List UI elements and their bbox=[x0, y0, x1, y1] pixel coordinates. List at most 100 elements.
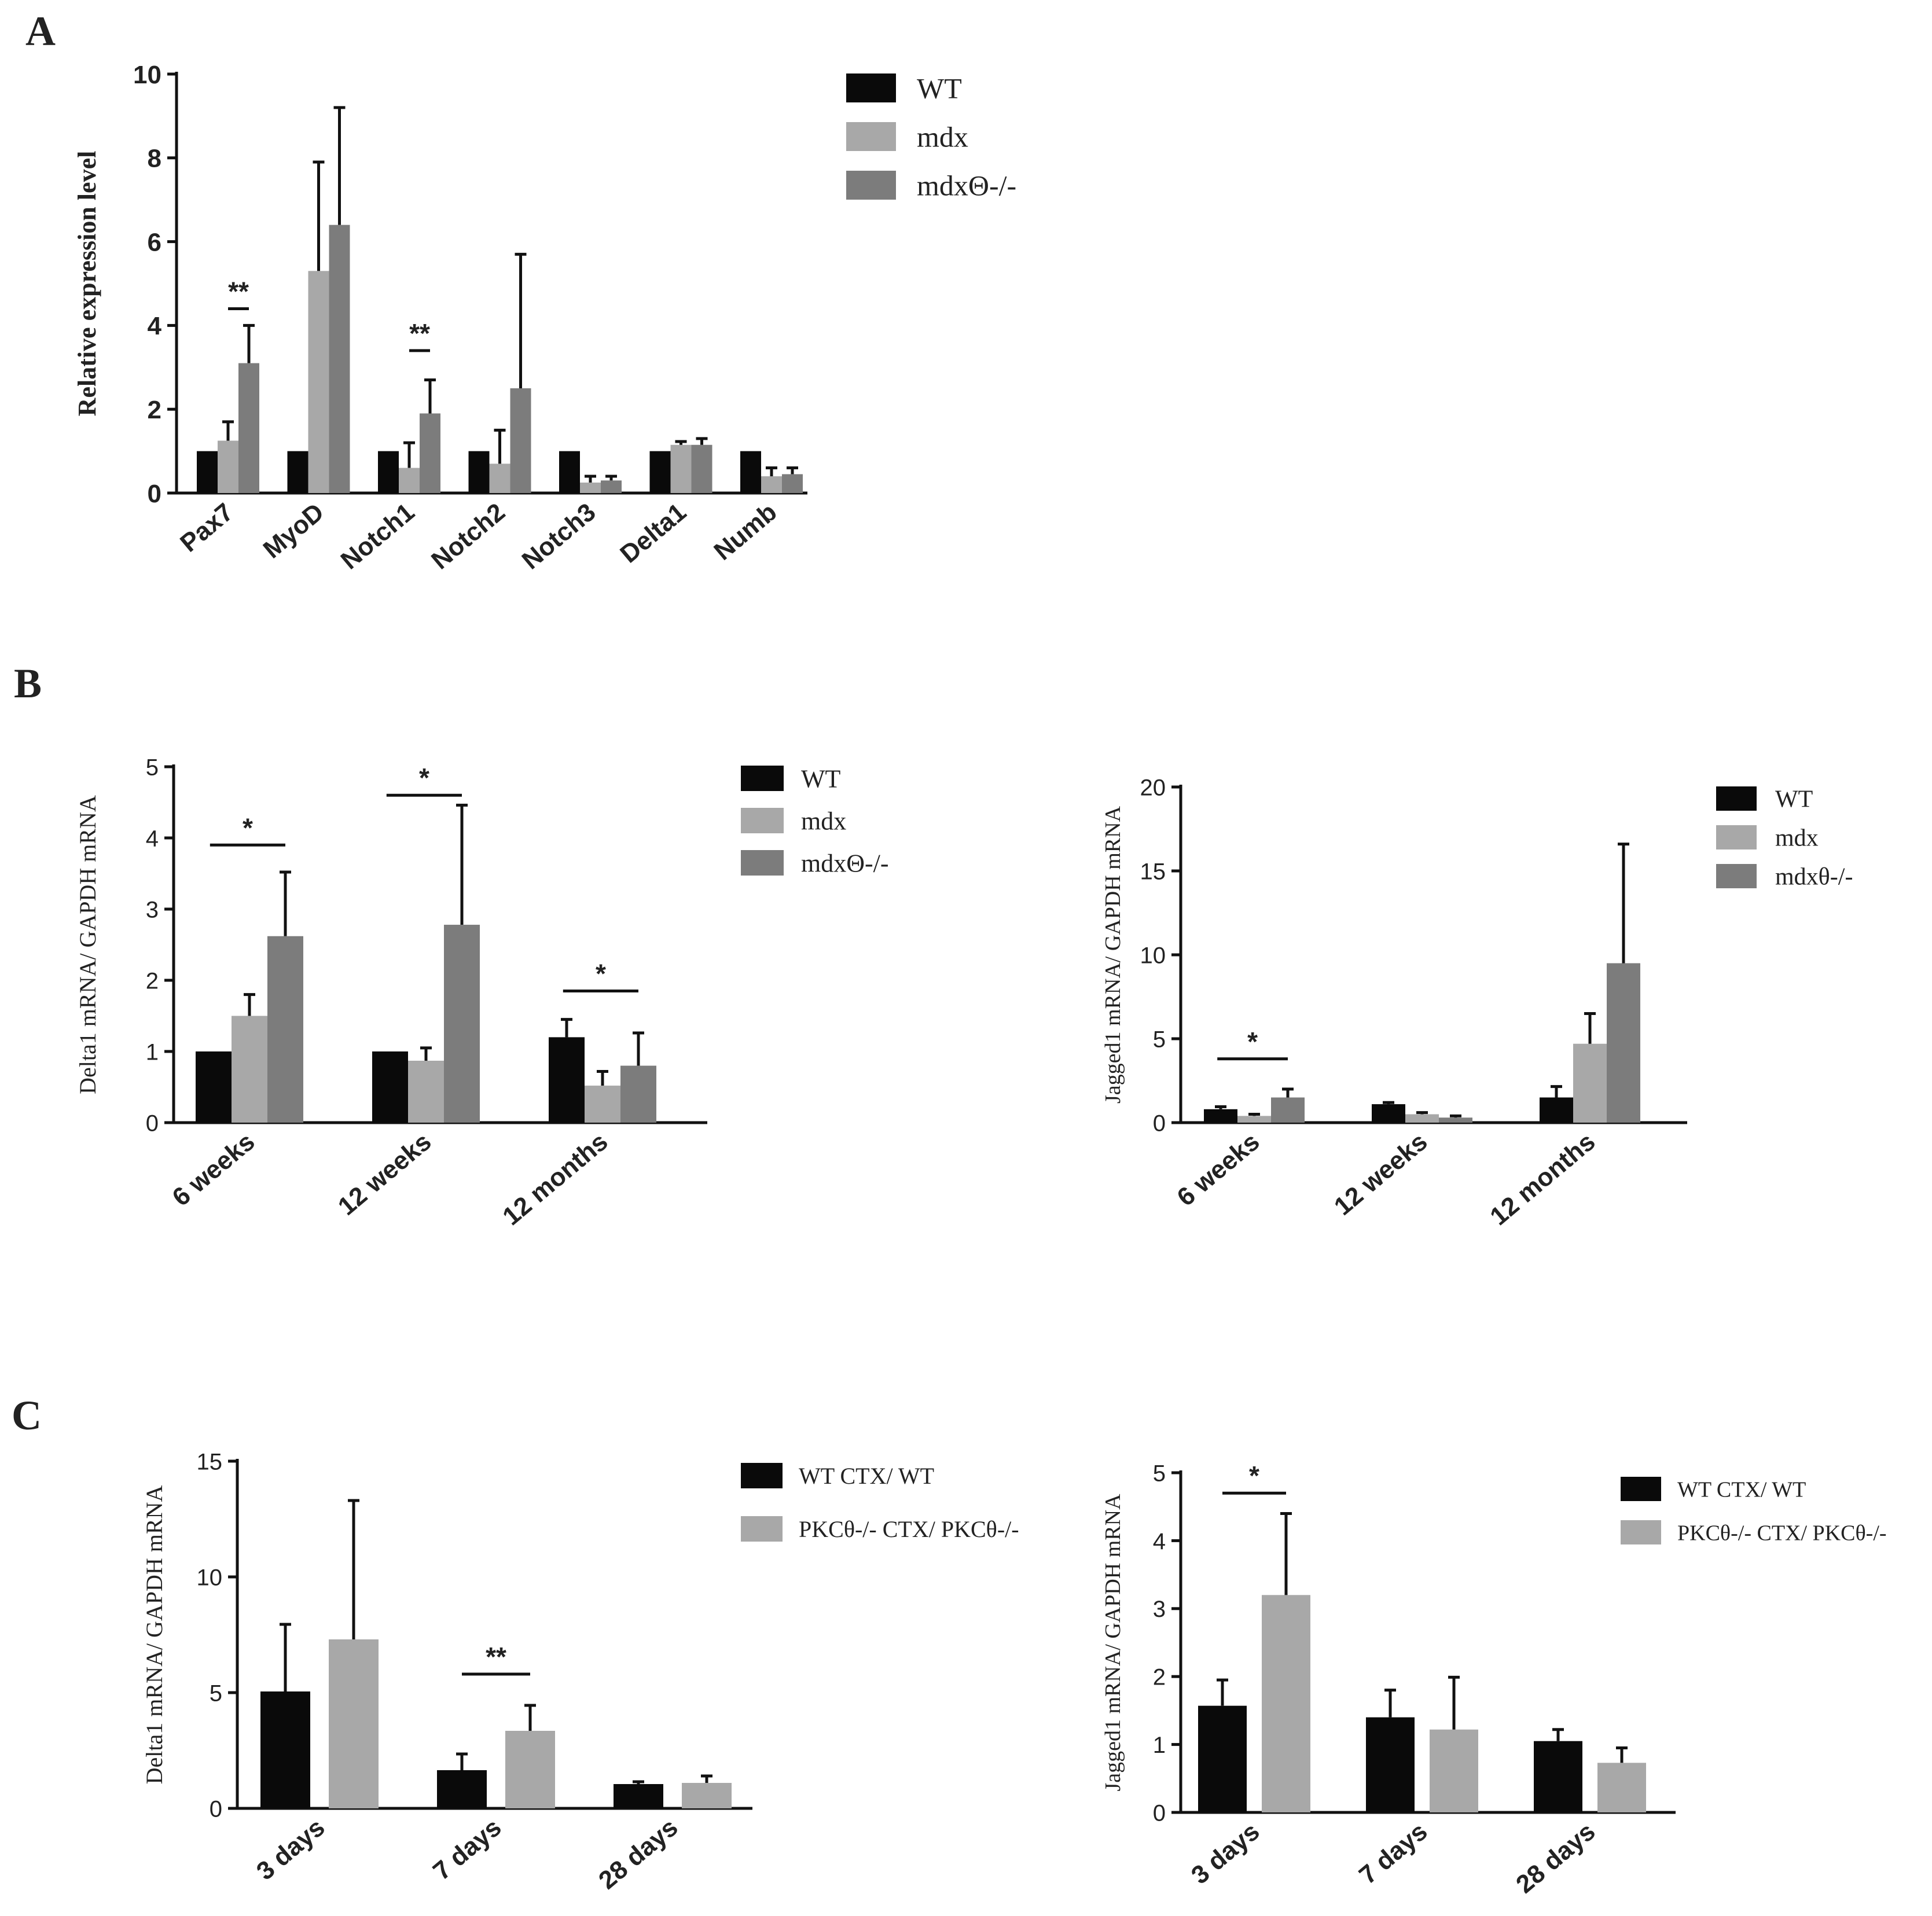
legend-swatch bbox=[1716, 786, 1757, 811]
x-tick-label: 7 days bbox=[1354, 1817, 1433, 1890]
legend-label: PKCθ-/- CTX/ PKCθ-/- bbox=[799, 1516, 1019, 1542]
bar bbox=[1198, 1705, 1247, 1812]
legend-label: mdx bbox=[801, 807, 846, 835]
bar bbox=[287, 451, 308, 493]
x-tick-label: 12 months bbox=[497, 1127, 613, 1231]
bar bbox=[1607, 963, 1640, 1123]
bar bbox=[1204, 1109, 1237, 1123]
bar bbox=[1237, 1116, 1271, 1123]
legend-label: PKCθ-/- CTX/ PKCθ-/- bbox=[1677, 1521, 1887, 1545]
y-tick-label: 4 bbox=[148, 312, 162, 340]
bar bbox=[232, 1016, 267, 1123]
y-tick-label: 15 bbox=[197, 1449, 223, 1474]
bar bbox=[1534, 1741, 1582, 1812]
y-axis-label: Jagged1 mRNA/ GAPDH mRNA bbox=[1101, 1494, 1125, 1792]
legend-swatch bbox=[1621, 1477, 1661, 1501]
chart-a: 0 2 4 6 8 10 Relative expression level Pax7 MyoD… bbox=[73, 61, 1016, 575]
bar bbox=[408, 1060, 444, 1123]
y-tick-label: 1 bbox=[1153, 1733, 1166, 1758]
bar bbox=[329, 225, 350, 493]
legend-label: WT bbox=[801, 764, 841, 793]
bar bbox=[308, 271, 329, 493]
bar bbox=[399, 468, 420, 493]
legend-swatch bbox=[1621, 1520, 1661, 1544]
y-tick-label: 0 bbox=[148, 480, 161, 508]
bar bbox=[691, 444, 712, 493]
x-tick-label: Notch1 bbox=[336, 498, 420, 575]
significance-label: ** bbox=[486, 1642, 506, 1672]
x-tick-label: 6 weeks bbox=[167, 1127, 260, 1212]
legend-label: mdx bbox=[917, 121, 968, 153]
bar bbox=[372, 1051, 408, 1123]
chart-b-right: 0 5 10 15 20 Jagged1 mRNA/ GAPDH mRNA 6 weeks 1… bbox=[1101, 775, 1853, 1231]
bar bbox=[559, 451, 580, 493]
panel-label-a: A bbox=[25, 8, 56, 54]
y-tick-label: 8 bbox=[148, 145, 161, 173]
y-axis-label: Relative expression level bbox=[73, 151, 101, 417]
legend-swatch bbox=[741, 1463, 783, 1488]
x-tick-label: 12 weeks bbox=[1329, 1127, 1433, 1221]
bar bbox=[782, 474, 803, 493]
bar bbox=[1597, 1763, 1646, 1812]
legend-swatch bbox=[741, 766, 784, 791]
legend-swatch bbox=[1716, 825, 1757, 849]
bar bbox=[1366, 1717, 1415, 1812]
significance-label: * bbox=[1247, 1027, 1258, 1057]
legend-label: WT bbox=[1775, 786, 1813, 813]
y-tick-label: 5 bbox=[146, 755, 159, 780]
bar bbox=[420, 413, 440, 493]
bar bbox=[1540, 1097, 1573, 1123]
significance-label: * bbox=[419, 763, 429, 793]
legend-label: mdxθ-/- bbox=[1775, 864, 1853, 891]
x-tick-label: Delta1 bbox=[615, 498, 692, 568]
legend-swatch bbox=[741, 808, 784, 833]
x-tick-label: Pax7 bbox=[175, 498, 238, 558]
legend-swatch bbox=[846, 122, 896, 151]
legend-label: mdxΘ-/- bbox=[801, 849, 889, 877]
bar bbox=[444, 925, 480, 1123]
bar bbox=[1439, 1117, 1472, 1123]
panel-label-b: B bbox=[14, 660, 42, 707]
chart-b-left: 0 1 2 3 4 5 Delta1 mRNA/ GAPDH mRNA 6 weeks 12 w… bbox=[75, 755, 889, 1231]
y-axis-label: Jagged1 mRNA/ GAPDH mRNA bbox=[1101, 806, 1125, 1104]
bar bbox=[218, 440, 238, 493]
bar bbox=[510, 388, 531, 493]
y-tick-label: 5 bbox=[210, 1680, 222, 1706]
x-tick-label: Notch2 bbox=[426, 498, 510, 575]
significance-label: ** bbox=[409, 318, 430, 348]
bar bbox=[378, 451, 399, 493]
y-tick-label: 10 bbox=[197, 1565, 223, 1590]
bar bbox=[649, 451, 671, 493]
y-tick-label: 3 bbox=[146, 897, 159, 922]
chart-c-left: 0 5 10 15 Delta1 mRNA/ GAPDH mRNA 3 days 7 day… bbox=[141, 1449, 1019, 1895]
significance-label: ** bbox=[228, 276, 249, 306]
bar bbox=[1430, 1729, 1478, 1812]
significance-label: * bbox=[596, 958, 606, 988]
legend-label: mdx bbox=[1775, 825, 1819, 852]
x-tick-label: 12 months bbox=[1485, 1127, 1600, 1231]
bar bbox=[549, 1037, 585, 1123]
bar bbox=[601, 480, 622, 493]
y-tick-label: 2 bbox=[1153, 1665, 1166, 1690]
bar bbox=[1573, 1043, 1607, 1123]
y-tick-label: 2 bbox=[146, 968, 159, 994]
legend-label: WT CTX/ WT bbox=[799, 1463, 934, 1489]
bar bbox=[585, 1086, 620, 1123]
y-tick-label: 10 bbox=[1140, 943, 1166, 968]
bar bbox=[196, 1051, 232, 1123]
bar bbox=[505, 1731, 555, 1808]
legend-swatch bbox=[741, 1516, 783, 1542]
y-tick-label: 20 bbox=[1140, 775, 1166, 800]
y-tick-label: 5 bbox=[1153, 1461, 1166, 1486]
x-tick-label: 3 days bbox=[1186, 1817, 1265, 1890]
bar bbox=[1372, 1104, 1405, 1123]
legend-label: mdxΘ-/- bbox=[917, 170, 1016, 202]
panel-label-c: C bbox=[12, 1392, 42, 1439]
y-tick-label: 2 bbox=[148, 396, 161, 424]
y-tick-label: 3 bbox=[1153, 1597, 1166, 1622]
y-tick-label: 1 bbox=[146, 1039, 159, 1065]
x-tick-label: 12 weeks bbox=[333, 1127, 437, 1221]
x-tick-label: 6 weeks bbox=[1172, 1127, 1265, 1212]
y-tick-label: 5 bbox=[1153, 1027, 1166, 1052]
